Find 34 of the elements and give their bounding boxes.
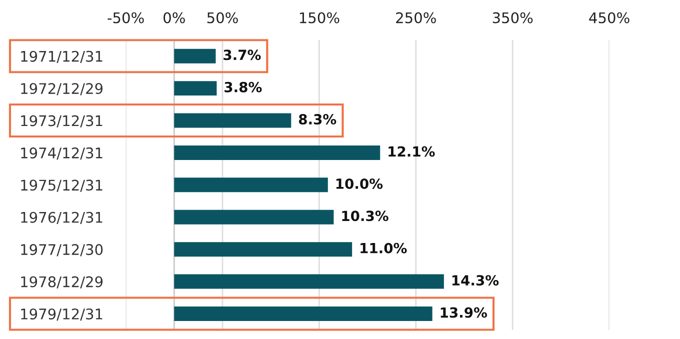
- x-tick-label: -50%: [108, 12, 144, 24]
- bar: [174, 306, 432, 321]
- x-tick-label: 450%: [589, 12, 630, 24]
- annotation: 10.0%: [336, 178, 383, 189]
- y-tick-label: 1979/12/31: [21, 308, 102, 321]
- y-tick-label: 1975/12/31: [21, 180, 102, 192]
- y-tick-label: 1971/12/31: [21, 50, 102, 63]
- annotation: 14.3%: [452, 275, 499, 286]
- annotation: 10.3%: [342, 210, 388, 222]
- bar: [174, 178, 328, 192]
- y-tick-label: 1972/12/29: [21, 83, 103, 96]
- annotation: 3.7%: [224, 50, 261, 60]
- annotation: 12.1%: [388, 146, 435, 157]
- bar: [174, 48, 216, 64]
- x-tick-label: 250%: [396, 12, 436, 24]
- bar: [174, 113, 292, 128]
- annotation: 11.0%: [360, 242, 407, 254]
- y-tick-label: 1977/12/30: [21, 244, 103, 256]
- bar: [174, 274, 444, 289]
- bar: [174, 210, 334, 224]
- x-tick-label: 0%: [164, 12, 185, 24]
- bar: [174, 81, 217, 96]
- bar: [174, 145, 380, 160]
- x-tick-label: 350%: [492, 12, 533, 24]
- bar: [174, 242, 352, 257]
- y-tick-label: 1974/12/31: [21, 147, 102, 160]
- x-tick-label: 150%: [300, 12, 340, 24]
- y-tick-label: 1973/12/31: [21, 115, 102, 128]
- y-tick-label: 1976/12/31: [21, 212, 102, 224]
- annotation: 8.3%: [298, 114, 336, 125]
- y-tick-label: 1978/12/29: [21, 276, 103, 288]
- annotation: 3.8%: [224, 82, 262, 92]
- annotation: 13.9%: [440, 307, 488, 318]
- x-tick-label: 50%: [207, 12, 238, 24]
